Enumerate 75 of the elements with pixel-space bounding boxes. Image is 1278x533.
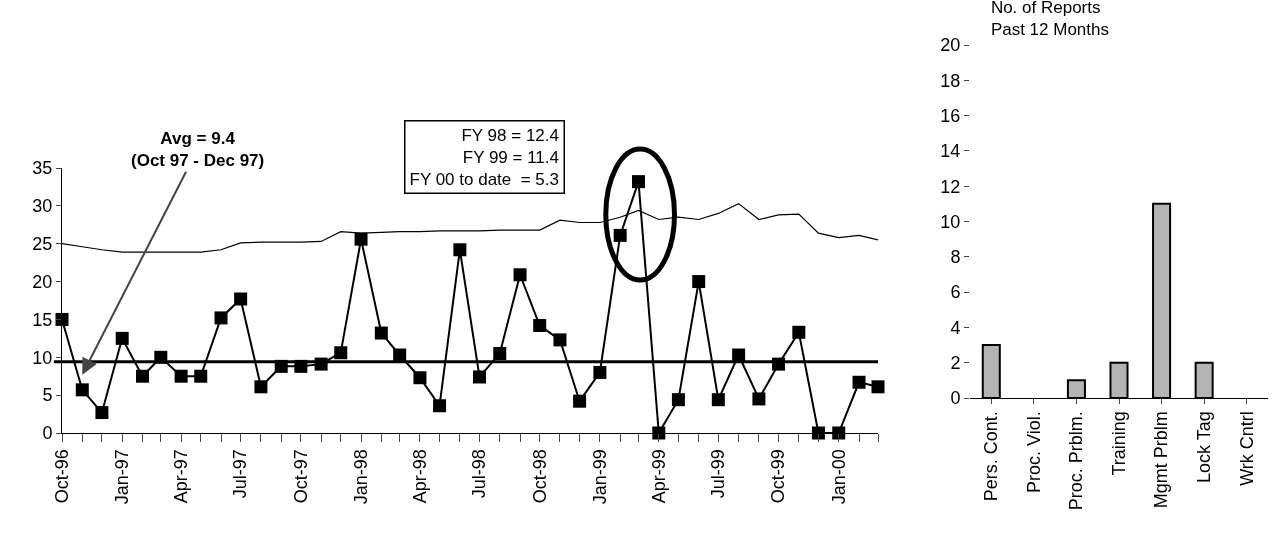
point [632,175,645,189]
point [374,326,388,340]
y-tick-label: 25 [32,234,53,255]
point [95,406,109,420]
x-tick-label: Jul-97 [230,449,251,499]
x-tick-label: Apr-99 [648,449,669,504]
point [135,369,149,383]
point [55,312,69,326]
point [613,228,627,242]
y-tick-label: 18 [940,70,961,91]
x-tick-label: Proc. Prblm. [1066,411,1087,511]
y-tick-label: 0 [950,388,961,409]
x-tick-label: Lock Tag [1193,411,1214,483]
y-tick-label: 16 [940,105,961,126]
x-tick-label: Proc. Viol. [1023,411,1044,493]
y-tick-label: 35 [32,158,53,179]
y-tick-label: 14 [940,141,961,162]
point [115,331,129,345]
point [75,383,89,397]
x-tick-label: Jan-00 [828,449,849,505]
x-tick-label: Jan-99 [589,449,610,505]
annotation: Avg = 9.4 (Oct 97 - Dec 97) [131,129,265,171]
point [433,399,447,413]
y-tick-label: 10 [32,347,53,368]
point [852,375,866,389]
x-tick-label: Pers. Cont. [981,411,1002,502]
chart-title: No. of Reports Past 12 Months [990,0,1110,40]
point [573,394,587,408]
annotation: FY 98 = 12.4 FY 99 = 11.4 FY 00 to date = 5.3 [409,125,559,189]
y-tick-label: 20 [32,271,53,292]
point [752,392,766,406]
point [254,380,268,394]
x-tick-label: Wrk Cntrl [1236,411,1257,486]
point [711,393,725,407]
point [593,365,607,379]
x-tick-label: Apr-98 [409,449,430,504]
x-tick-label: Oct-96 [51,449,72,504]
point [513,268,527,282]
point [194,369,208,383]
point [234,292,248,306]
point [533,318,547,332]
x-tick-label: Oct-98 [529,449,550,504]
point [871,380,885,394]
y-tick-label: 12 [940,176,961,197]
point [671,393,685,407]
x-tick-label: Jul-99 [708,449,729,499]
y-tick-label: 15 [32,309,53,330]
y-tick-label: 2 [950,353,961,373]
x-tick-label: Oct-99 [768,449,789,504]
point [792,325,806,339]
point [214,311,228,325]
x-tick-label: Mgmt Prblm [1151,411,1172,509]
x-tick-label: Jul-98 [469,449,490,499]
x-tick-label: Jan-98 [350,449,371,505]
y-tick-label: 30 [32,196,53,217]
y-tick-label: 20 [940,35,961,56]
x-tick-label: Oct-97 [290,449,311,504]
point [493,347,507,360]
point [354,232,368,246]
point [472,370,486,384]
point [553,333,567,347]
point [413,371,427,385]
y-tick-label: 4 [950,317,961,338]
point [453,243,467,257]
y-tick-label: 10 [940,211,961,232]
x-tick-label: Apr-97 [170,449,191,504]
y-tick-label: 0 [42,423,53,444]
x-tick-label: Jan-97 [112,449,133,505]
y-tick-label: 5 [42,385,53,406]
point [692,275,706,289]
x-tick-label: Training [1108,411,1129,476]
point [334,346,348,360]
point [174,369,188,383]
y-tick-label: 6 [950,282,961,303]
y-tick-label: 8 [950,247,961,268]
